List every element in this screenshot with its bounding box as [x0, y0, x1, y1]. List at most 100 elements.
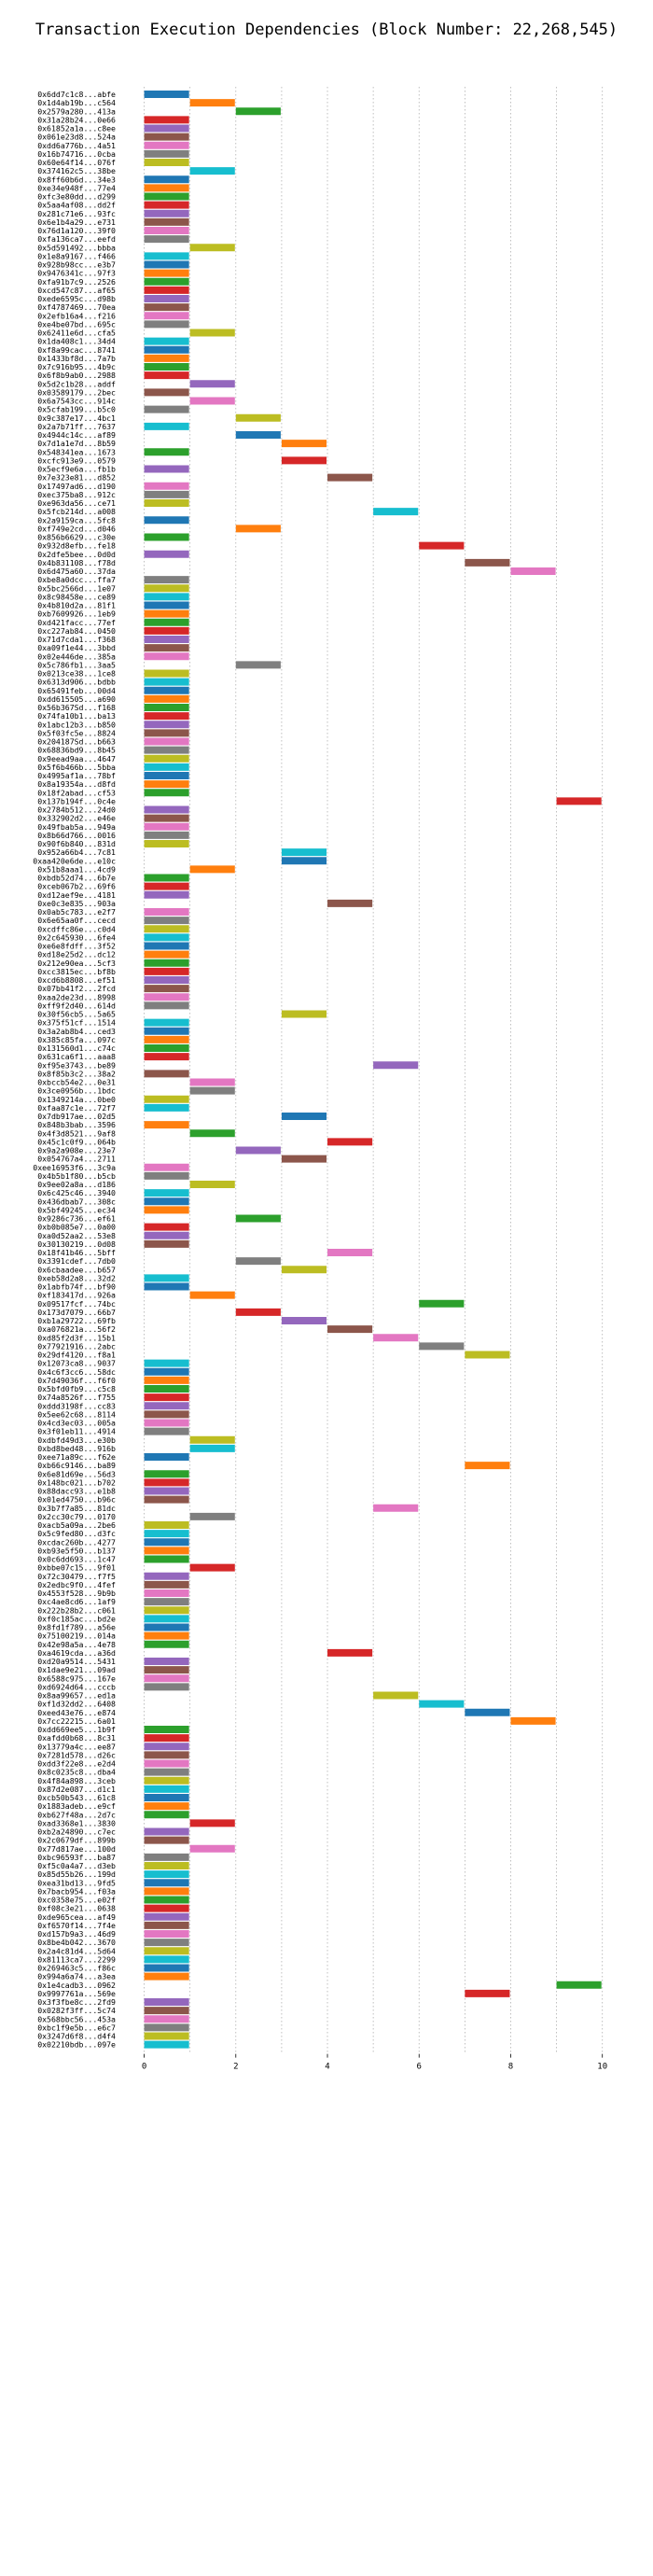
dependency-bar: [144, 636, 189, 643]
dependency-bar: [144, 1547, 189, 1555]
tx-label: 0x204187Sd...b663: [37, 737, 116, 747]
tx-label: 0x994a6a74...a3ea: [37, 1972, 116, 1981]
dependency-bar: [144, 124, 189, 133]
tx-label: 0xd20a9514...5431: [37, 1657, 116, 1666]
dependency-bar: [327, 1249, 373, 1256]
dependency-bar: [144, 235, 189, 244]
dependency-bar: [281, 1317, 327, 1324]
tx-label: 0x29df4120...f8a1: [37, 1351, 116, 1360]
dependency-bar: [144, 448, 189, 456]
dependency-bar: [144, 959, 189, 967]
tx-label: 0x8c0235c8...dba4: [37, 1768, 116, 1777]
dependency-bar: [144, 1385, 189, 1393]
dependency-bar: [144, 805, 189, 814]
tx-label: 0x5ee62c68...8114: [37, 1409, 116, 1419]
dependency-bar: [144, 925, 189, 933]
dependency-bar: [327, 1138, 373, 1146]
tx-label: 0xcc3815ec...bf8b: [37, 967, 116, 976]
tx-label: 0x88dacc93...e1b8: [37, 1487, 116, 1496]
dependency-bar: [144, 1666, 189, 1674]
dependency-bar: [144, 1018, 189, 1027]
tx-label: 0x77d817ae...100d: [37, 1844, 116, 1854]
dependency-bar: [144, 371, 189, 380]
dependency-bar: [144, 1478, 189, 1487]
dependency-bar: [144, 576, 189, 584]
tx-label: 0x2efb16a4...f216: [37, 311, 116, 320]
dependency-bar: [144, 593, 189, 601]
dependency-bar: [144, 993, 189, 1001]
dependency-bar: [144, 141, 189, 149]
tx-label: 0x7d49036f...f6f0: [37, 1376, 116, 1385]
tx-label: 0xad3368e1...3830: [37, 1818, 116, 1827]
dependency-bar: [144, 1239, 189, 1248]
dependency-bar: [144, 678, 189, 686]
tx-label: 0x3b7f7a85...81dc: [37, 1504, 116, 1513]
tx-label: 0xd421facc...77ef: [37, 618, 116, 627]
tx-label: 0xb2a24890...c7ec: [37, 1827, 116, 1837]
tx-label: 0x5f03fc5e...8824: [37, 728, 116, 737]
dependency-bar: [419, 1342, 465, 1351]
tx-label: 0x8a19354a...d8fd: [37, 779, 116, 789]
dependency-bar: [144, 737, 189, 746]
tx-label: 0xfa136ca7...eefd: [37, 234, 116, 244]
tx-label: 0xf1d32dd2...6408: [37, 1700, 116, 1709]
dependency-bar: [144, 1282, 189, 1291]
dependency-bar: [144, 1811, 189, 1819]
dependency-bar: [144, 1998, 189, 2006]
dependency-bar: [189, 380, 235, 388]
tx-label: 0x8ff60b6d...34e3: [37, 175, 116, 184]
dependency-bar: [144, 91, 189, 98]
dependency-bar: [144, 252, 189, 260]
dependency-bar: [144, 227, 189, 234]
tx-label: 0xd85f2d3f...15b1: [37, 1333, 116, 1342]
tx-label: 0xf95e3743...be89: [37, 1060, 116, 1070]
tx-label: 0xddd3198f...cc83: [37, 1401, 116, 1410]
dependency-bar: [144, 729, 189, 737]
dependency-bar: [144, 789, 189, 797]
dependency-bar: [144, 482, 189, 490]
dependency-bar: [144, 874, 189, 882]
tx-label: 0xfa91b7c9...2526: [37, 277, 116, 287]
dependency-bar: [144, 405, 189, 413]
dependency-bar: [144, 363, 189, 371]
dependency-bar: [144, 388, 189, 397]
dependency-bar: [144, 2040, 189, 2049]
dependency-bar: [144, 1053, 189, 1061]
dependency-bar: [281, 1113, 327, 1120]
tx-label: 0x3a2ab8b4...ced3: [37, 1027, 116, 1036]
tx-label: 0x0c6dd693...1c47: [37, 1555, 116, 1564]
dependency-bar: [144, 1964, 189, 1972]
dependency-bar: [144, 1751, 189, 1759]
dependency-bar: [144, 882, 189, 890]
tx-label: 0xbdb52d74...6b7e: [37, 874, 116, 883]
tx-label: 0x4553f528...9b9b: [37, 1589, 116, 1598]
dependency-bar: [144, 1095, 189, 1103]
tx-label: 0xf183417d...926a: [37, 1291, 116, 1300]
tx-label: 0xde965cea...af49: [37, 1912, 116, 1922]
tx-label: 0x72c30479...f7f5: [37, 1572, 116, 1581]
dependency-bar: [144, 175, 189, 184]
tx-label: 0xbbe07c15...9f01: [37, 1563, 116, 1573]
dependency-bar: [235, 431, 281, 439]
dependency-bar: [144, 814, 189, 822]
dependency-bar: [144, 1631, 189, 1640]
tx-label: 0x2a9159ca...5fc8: [37, 515, 116, 525]
tx-label: 0x07bb41f2...2fcd: [37, 984, 116, 993]
dependency-bar: [235, 1146, 281, 1155]
tx-label: 0x03589179...2bec: [37, 387, 116, 397]
dependency-bar: [189, 1086, 235, 1095]
tx-label: 0x13779a4c...ee87: [37, 1742, 116, 1751]
tx-label: 0x4f3d8521...9af8: [37, 1128, 116, 1138]
dependency-bar: [144, 1743, 189, 1751]
dependency-bar: [144, 1947, 189, 1955]
dependency-bar: [144, 1521, 189, 1529]
tx-label: 0x74fa10b1...ba13: [37, 711, 116, 721]
tx-label: 0x2cc30c79...0170: [37, 1512, 116, 1521]
dependency-bar: [189, 329, 235, 337]
tx-label: 0xc0358e75...e02f: [37, 1896, 116, 1905]
tx-label: 0x01ed4750...b96c: [37, 1495, 116, 1505]
dependency-bar: [281, 848, 327, 857]
x-tick-label: 8: [508, 2063, 513, 2072]
tx-label: 0xe34e948f...77e4: [37, 183, 116, 192]
tx-label: 0x4c6f3cc6...58dc: [37, 1367, 116, 1377]
